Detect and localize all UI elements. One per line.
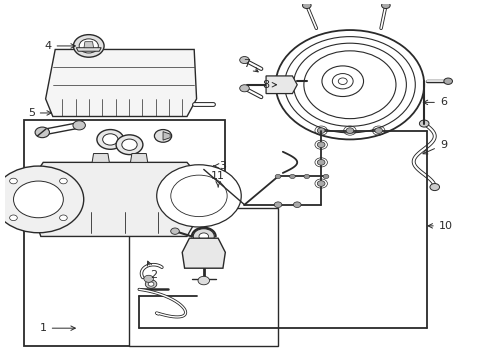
Circle shape <box>170 228 179 234</box>
Circle shape <box>116 135 142 154</box>
Polygon shape <box>24 120 225 346</box>
Circle shape <box>429 184 439 190</box>
Circle shape <box>272 79 287 90</box>
Circle shape <box>275 30 424 139</box>
Text: 9: 9 <box>422 140 446 154</box>
Circle shape <box>239 57 249 64</box>
Circle shape <box>303 51 395 119</box>
Text: 3: 3 <box>213 161 226 171</box>
Circle shape <box>381 2 389 9</box>
Circle shape <box>156 165 241 227</box>
Circle shape <box>274 202 281 207</box>
Circle shape <box>289 174 295 179</box>
Polygon shape <box>163 132 170 140</box>
Circle shape <box>302 2 310 9</box>
Circle shape <box>122 139 137 150</box>
Circle shape <box>193 229 214 244</box>
Polygon shape <box>84 42 93 48</box>
Text: 1: 1 <box>40 323 75 333</box>
Circle shape <box>189 245 218 266</box>
Polygon shape <box>130 153 147 162</box>
Circle shape <box>317 159 325 165</box>
Circle shape <box>60 215 67 221</box>
Circle shape <box>338 78 346 85</box>
Circle shape <box>102 134 118 145</box>
Circle shape <box>443 78 451 84</box>
Polygon shape <box>182 238 225 268</box>
Text: 11: 11 <box>211 171 224 187</box>
Circle shape <box>73 35 104 57</box>
Circle shape <box>321 66 363 96</box>
Circle shape <box>317 128 325 134</box>
Circle shape <box>304 174 309 179</box>
Polygon shape <box>129 208 278 346</box>
Circle shape <box>293 43 406 126</box>
Circle shape <box>317 142 325 148</box>
Circle shape <box>60 178 67 184</box>
Circle shape <box>346 128 353 134</box>
Text: 5: 5 <box>28 108 51 118</box>
Circle shape <box>35 127 49 138</box>
Circle shape <box>0 166 83 233</box>
Circle shape <box>197 251 210 261</box>
Text: 2: 2 <box>147 261 157 280</box>
Circle shape <box>317 181 325 186</box>
Circle shape <box>199 233 208 240</box>
Circle shape <box>239 85 249 92</box>
Circle shape <box>145 280 157 288</box>
Polygon shape <box>265 76 297 94</box>
Circle shape <box>275 174 280 179</box>
Polygon shape <box>45 49 196 117</box>
Circle shape <box>374 128 382 134</box>
Circle shape <box>79 39 98 53</box>
Circle shape <box>198 276 209 285</box>
Circle shape <box>14 181 63 218</box>
Circle shape <box>143 275 153 282</box>
Polygon shape <box>39 162 199 237</box>
Circle shape <box>293 202 301 207</box>
Text: 8: 8 <box>262 80 276 90</box>
Circle shape <box>170 175 227 217</box>
Circle shape <box>323 174 328 179</box>
Circle shape <box>284 37 414 133</box>
Circle shape <box>148 282 154 286</box>
Text: 4: 4 <box>44 41 75 51</box>
Text: 10: 10 <box>427 221 452 231</box>
Circle shape <box>73 121 85 130</box>
Circle shape <box>10 178 17 184</box>
Text: 6: 6 <box>423 98 446 107</box>
Polygon shape <box>76 48 101 51</box>
Circle shape <box>97 130 123 149</box>
Text: 7: 7 <box>243 59 258 72</box>
Polygon shape <box>92 153 109 162</box>
Circle shape <box>154 130 171 142</box>
Circle shape <box>419 120 428 127</box>
Circle shape <box>10 215 17 221</box>
Circle shape <box>332 73 352 89</box>
